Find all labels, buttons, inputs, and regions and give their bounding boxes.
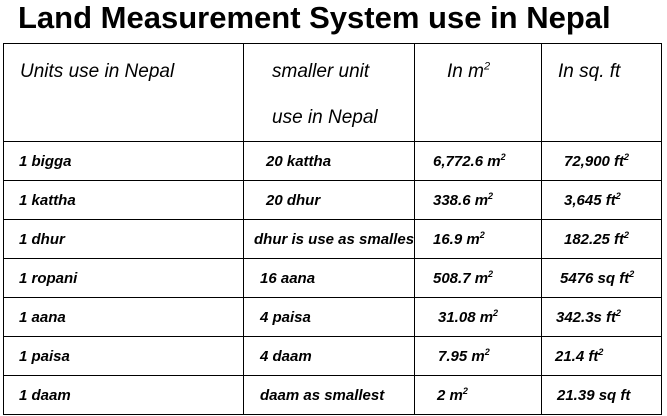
cell-m2-text: 338.6 m [433, 191, 489, 209]
cell-m2: 31.08 m2 [414, 297, 542, 337]
table-row: 1 aana 4 paisa 31.08 m2 342.3s ft2 [3, 297, 662, 337]
table-row: 1 daam daam as smallest 2 m2 21.39 sq ft [3, 375, 662, 415]
cell-m2: 6,772.6 m2 [414, 141, 542, 181]
page-title: Land Measurement System use in Nepal [18, 0, 611, 35]
cell-sqft-text: 72,900 ft [564, 152, 625, 170]
cell-sqft-text: 21.4 ft [555, 347, 599, 365]
cell-unit-text: 1 daam [19, 386, 71, 404]
measurement-table: Units use in Nepal smaller unit use in N… [3, 43, 662, 415]
table-row: 1 ropani 16 aana 508.7 m2 5476 sq ft2 [3, 258, 662, 298]
cell-m2-exponent: 2 [500, 151, 506, 162]
cell-smaller-unit: 4 daam [243, 336, 415, 376]
cell-sqft-exponent: 2 [598, 346, 604, 357]
header-m2: In m2 [414, 43, 542, 142]
header-smaller-unit-line1: smaller unit [272, 61, 370, 82]
cell-m2-exponent: 2 [484, 346, 490, 357]
cell-unit-text: 1 kattha [19, 191, 76, 209]
cell-m2-exponent: 2 [488, 268, 494, 279]
cell-sqft-text: 5476 sq ft [560, 269, 630, 287]
cell-unit-text: 1 aana [19, 308, 66, 326]
cell-smaller-unit: 16 aana [243, 258, 415, 298]
cell-m2-exponent: 2 [462, 385, 468, 396]
cell-unit: 1 daam [3, 375, 244, 415]
cell-m2: 7.95 m2 [414, 336, 542, 376]
table-row: 1 kattha 20 dhur 338.6 m2 3,645 ft2 [3, 180, 662, 220]
cell-smaller-text: 16 aana [260, 269, 316, 287]
cell-m2: 16.9 m2 [414, 219, 542, 259]
header-sqft-label: In sq. ft [558, 61, 621, 82]
cell-sqft: 182.25 ft2 [541, 219, 662, 259]
cell-m2-text: 2 m [437, 386, 463, 404]
cell-m2: 338.6 m2 [414, 180, 542, 220]
table-row: 1 dhur dhur is use as smallest 16.9 m2 1… [3, 219, 662, 259]
cell-m2-text: 508.7 m [433, 269, 489, 287]
cell-m2-exponent: 2 [493, 307, 499, 318]
cell-sqft-exponent: 2 [629, 268, 635, 279]
cell-unit: 1 aana [3, 297, 244, 337]
table-row: 1 paisa 4 daam 7.95 m2 21.4 ft2 [3, 336, 662, 376]
cell-sqft-text: 21.39 sq ft [557, 386, 631, 404]
cell-sqft-exponent: 2 [624, 151, 630, 162]
cell-smaller-text: 20 dhur [266, 191, 321, 209]
cell-m2-text: 31.08 m [438, 308, 494, 326]
cell-smaller-text: 4 paisa [260, 308, 311, 326]
cell-sqft: 21.39 sq ft [541, 375, 662, 415]
cell-sqft-text: 3,645 ft [564, 191, 616, 209]
header-m2-label: In m [447, 61, 484, 82]
cell-m2: 2 m2 [414, 375, 542, 415]
cell-sqft-text: 342.3s ft [556, 308, 617, 326]
table-row: 1 bigga 20 kattha 6,772.6 m2 72,900 ft2 [3, 141, 662, 181]
cell-smaller-unit: 20 kattha [243, 141, 415, 181]
cell-unit: 1 kattha [3, 180, 244, 220]
cell-smaller-text: 20 kattha [266, 152, 332, 170]
cell-unit: 1 dhur [3, 219, 244, 259]
cell-smaller-unit: 20 dhur [243, 180, 415, 220]
header-sqft: In sq. ft [541, 43, 662, 142]
cell-sqft-exponent: 2 [624, 229, 630, 240]
header-smaller-unit-line2: use in Nepal [272, 107, 378, 128]
cell-smaller-unit: 4 paisa [243, 297, 415, 337]
cell-m2-text: 6,772.6 m [433, 152, 501, 170]
cell-m2-text: 7.95 m [438, 347, 485, 365]
cell-unit-text: 1 ropani [19, 269, 78, 287]
header-m2-exponent: 2 [483, 60, 491, 73]
cell-sqft: 3,645 ft2 [541, 180, 662, 220]
cell-m2-exponent: 2 [479, 229, 485, 240]
cell-sqft-exponent: 2 [615, 190, 621, 201]
cell-unit-text: 1 dhur [19, 230, 65, 248]
header-smaller-unit: smaller unit use in Nepal [243, 43, 415, 142]
cell-m2-exponent: 2 [488, 190, 494, 201]
cell-smaller-unit: daam as smallest [243, 375, 415, 415]
cell-unit: 1 paisa [3, 336, 244, 376]
cell-m2: 508.7 m2 [414, 258, 542, 298]
cell-sqft-text: 182.25 ft [564, 230, 625, 248]
cell-unit: 1 bigga [3, 141, 244, 181]
table-header-row: Units use in Nepal smaller unit use in N… [3, 43, 662, 142]
cell-sqft: 21.4 ft2 [541, 336, 662, 376]
header-units-label: Units use in Nepal [20, 61, 175, 82]
cell-smaller-unit: dhur is use as smallest [243, 219, 415, 259]
cell-sqft-exponent: 2 [616, 307, 622, 318]
header-units: Units use in Nepal [3, 43, 244, 142]
cell-smaller-text: daam as smallest [260, 386, 385, 404]
cell-smaller-text: dhur is use as smallest [254, 230, 415, 248]
cell-sqft: 72,900 ft2 [541, 141, 662, 181]
cell-sqft: 5476 sq ft2 [541, 258, 662, 298]
cell-unit-text: 1 paisa [19, 347, 70, 365]
cell-sqft: 342.3s ft2 [541, 297, 662, 337]
cell-m2-text: 16.9 m [433, 230, 480, 248]
cell-smaller-text: 4 daam [260, 347, 312, 365]
cell-unit: 1 ropani [3, 258, 244, 298]
cell-unit-text: 1 bigga [19, 152, 72, 170]
